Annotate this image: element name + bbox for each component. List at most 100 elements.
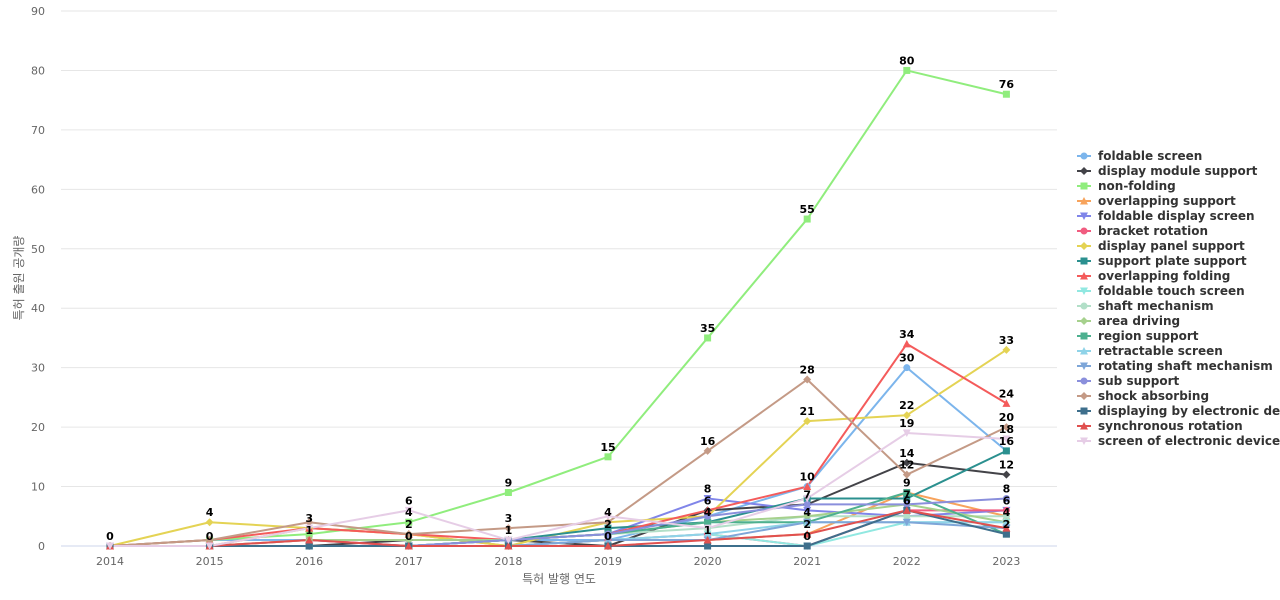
y-tick-label: 40 (31, 302, 45, 315)
data-label: 4 (604, 506, 612, 519)
data-label: 4 (704, 506, 712, 519)
data-point (703, 530, 712, 538)
y-axis-ticks: 0 10 20 30 40 50 60 70 80 90 (31, 5, 45, 553)
legend-item[interactable]: shaft mechanism (1077, 299, 1214, 313)
data-label: 9 (505, 477, 513, 490)
data-label: 3 (305, 512, 313, 525)
legend-item[interactable]: synchronous rotation (1077, 419, 1243, 433)
data-label: 22 (899, 399, 914, 412)
data-label: 1 (704, 524, 712, 537)
x-tick-label: 2015 (196, 555, 224, 568)
data-point (305, 524, 314, 533)
data-label: 1 (305, 524, 313, 537)
data-point (902, 458, 911, 467)
data-label: 55 (800, 203, 815, 216)
data-point (404, 506, 413, 515)
y-tick-label: 70 (31, 124, 45, 137)
data-point (903, 494, 911, 502)
legend-label: sub support (1098, 374, 1179, 388)
data-point (803, 500, 811, 508)
data-label: 6 (903, 494, 911, 507)
legend-marker (1080, 182, 1088, 190)
data-label: 2 (1003, 518, 1011, 531)
legend-item[interactable]: display panel support (1077, 239, 1245, 253)
data-point (604, 512, 612, 521)
y-tick-label: 50 (31, 243, 45, 256)
data-label: 9 (903, 477, 911, 490)
legend-item[interactable]: bracket rotation (1077, 224, 1208, 238)
data-point (1002, 506, 1010, 514)
data-point (405, 518, 413, 526)
y-tick-label: 80 (31, 64, 45, 77)
y-tick-label: 60 (31, 183, 45, 196)
legend-marker (1080, 407, 1088, 415)
data-point (1002, 435, 1011, 443)
data-point (902, 506, 911, 514)
legend-item[interactable]: sub support (1077, 374, 1179, 388)
legend-marker (1080, 227, 1088, 235)
legend-label: shaft mechanism (1098, 299, 1214, 313)
legend-item[interactable]: foldable touch screen (1077, 284, 1245, 298)
data-point (504, 524, 513, 533)
data-label: 0 (206, 530, 214, 543)
legend-item[interactable]: screen of electronic device (1077, 434, 1280, 448)
legend-marker (1080, 272, 1088, 280)
data-point (1002, 494, 1010, 502)
legend-item[interactable]: foldable screen (1077, 149, 1202, 163)
legend-marker (1080, 332, 1088, 340)
legend-label: displaying by electronic de... (1098, 404, 1280, 418)
legend-item[interactable]: non-folding (1077, 179, 1176, 193)
data-point (803, 542, 811, 550)
data-label: 3 (505, 512, 513, 525)
legend-label: overlapping folding (1098, 269, 1230, 283)
legend-item[interactable]: area driving (1077, 314, 1180, 328)
legend-marker (1080, 422, 1088, 430)
legend-marker (1080, 287, 1088, 295)
series-line (109, 432, 1008, 547)
data-label: 12 (899, 459, 914, 472)
data-label: 30 (899, 352, 915, 365)
legend-item[interactable]: foldable display screen (1077, 209, 1255, 223)
legend-label: overlapping support (1098, 194, 1236, 208)
series-line (109, 449, 1008, 547)
x-tick-label: 2022 (893, 555, 921, 568)
legend-marker (1080, 347, 1088, 355)
data-label: 16 (999, 435, 1015, 448)
data-point (803, 494, 812, 503)
data-point (703, 494, 712, 503)
data-label: 4 (1003, 506, 1011, 519)
data-point (803, 506, 812, 515)
legend-marker (1080, 167, 1088, 175)
data-label: 12 (999, 459, 1014, 472)
legend-item[interactable]: retractable screen (1077, 344, 1223, 358)
data-point (205, 518, 214, 527)
data-label: 7 (803, 488, 811, 501)
data-point (803, 417, 812, 426)
data-label: 80 (899, 54, 915, 67)
legend-item[interactable]: shock absorbing (1077, 389, 1209, 403)
x-tick-label: 2018 (494, 555, 522, 568)
legend-marker (1080, 377, 1088, 385)
legend-label: non-folding (1098, 179, 1176, 193)
legend-item[interactable]: region support (1077, 329, 1199, 343)
data-point (604, 453, 612, 461)
data-label: 6 (1003, 494, 1011, 507)
legend-item[interactable]: overlapping folding (1077, 269, 1230, 283)
legend-marker (1080, 242, 1088, 250)
data-label: 6 (704, 494, 712, 507)
legend-item[interactable]: rotating shaft mechanism (1077, 359, 1273, 373)
legend-item[interactable]: displaying by electronic de... (1077, 404, 1280, 418)
data-point (703, 536, 712, 544)
x-tick-label: 2016 (295, 555, 323, 568)
legend-marker (1080, 212, 1088, 220)
data-point (903, 66, 911, 74)
legend-item[interactable]: display module support (1077, 164, 1258, 178)
data-point (604, 530, 612, 538)
legend-item[interactable]: overlapping support (1077, 194, 1236, 208)
data-label: 33 (999, 334, 1014, 347)
legend-item[interactable]: support plate support (1077, 254, 1247, 268)
data-point (106, 542, 114, 550)
x-tick-label: 2021 (793, 555, 821, 568)
legend-marker (1080, 437, 1088, 445)
